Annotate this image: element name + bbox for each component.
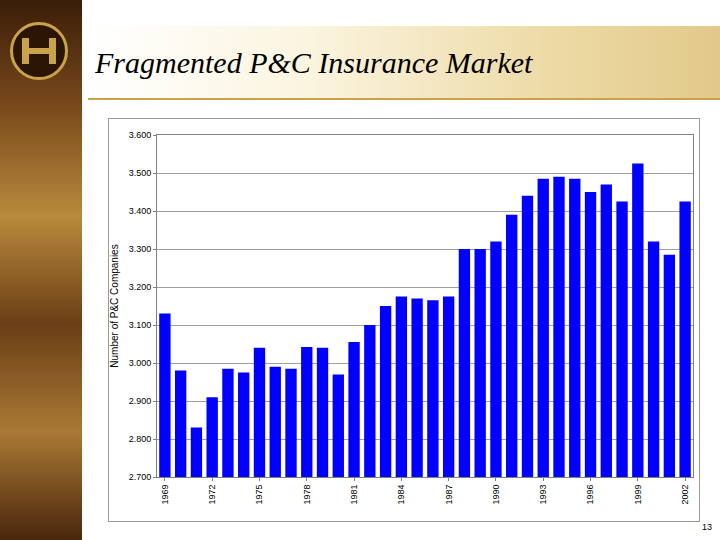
svg-text:2002: 2002 — [680, 485, 690, 505]
svg-text:1993: 1993 — [538, 485, 548, 505]
svg-text:3.500: 3.500 — [129, 168, 152, 178]
svg-text:3.200: 3.200 — [129, 282, 152, 292]
svg-text:1984: 1984 — [396, 485, 406, 505]
svg-text:1969: 1969 — [160, 485, 170, 505]
svg-text:1987: 1987 — [444, 485, 454, 505]
svg-text:3.400: 3.400 — [129, 206, 152, 216]
svg-text:3.600: 3.600 — [129, 130, 152, 140]
svg-text:1981: 1981 — [349, 485, 359, 505]
svg-text:1990: 1990 — [491, 485, 501, 505]
svg-text:Number of P&C Companies: Number of P&C Companies — [109, 244, 120, 367]
svg-text:2.800: 2.800 — [129, 434, 152, 444]
svg-text:1975: 1975 — [254, 485, 264, 505]
svg-text:1978: 1978 — [302, 485, 312, 505]
svg-text:13: 13 — [702, 522, 712, 532]
svg-text:Fragmented P&C Insurance Marke: Fragmented P&C Insurance Market — [94, 46, 533, 79]
svg-text:1996: 1996 — [585, 485, 595, 505]
svg-text:2.700: 2.700 — [129, 472, 152, 482]
svg-text:2.900: 2.900 — [129, 396, 152, 406]
svg-text:3.000: 3.000 — [129, 358, 152, 368]
svg-text:1999: 1999 — [633, 485, 643, 505]
svg-text:3.300: 3.300 — [129, 244, 152, 254]
svg-text:1972: 1972 — [207, 485, 217, 505]
svg-text:3.100: 3.100 — [129, 320, 152, 330]
